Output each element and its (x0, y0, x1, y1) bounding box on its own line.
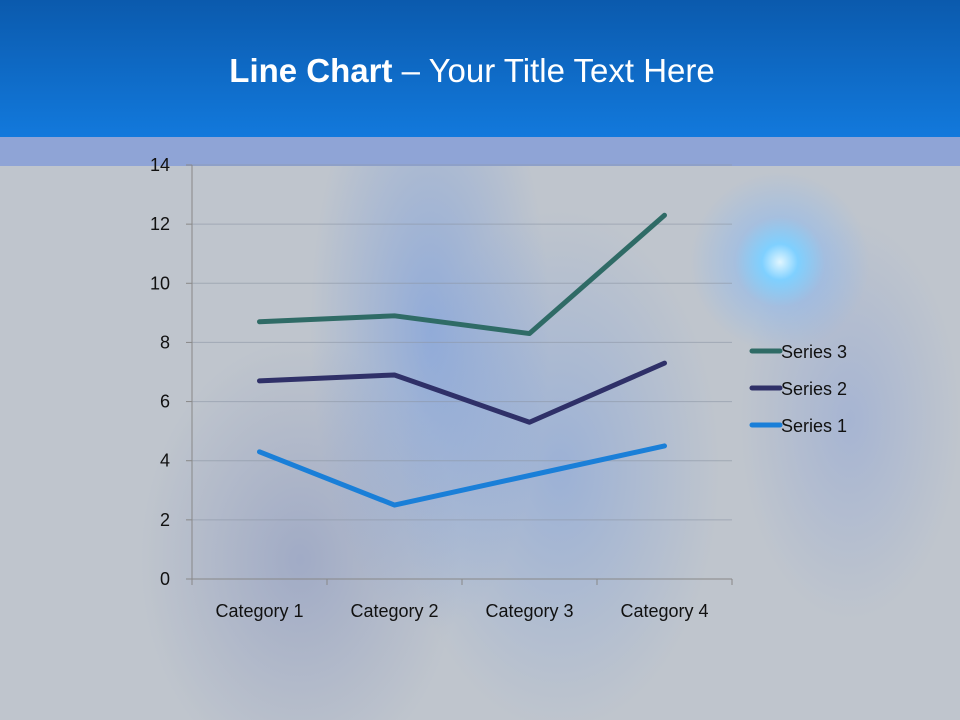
series-line-2 (257, 360, 667, 425)
y-tick-label: 2 (160, 510, 170, 530)
header-band (0, 137, 960, 166)
x-tick-label: Category 1 (215, 601, 303, 621)
x-tick-label: Category 2 (350, 601, 438, 621)
series-line-1 (257, 443, 667, 508)
slide-header (0, 0, 960, 137)
title-rest: – Your Title Text Here (392, 52, 715, 89)
y-tick-label: 6 (160, 392, 170, 412)
y-tick-label: 14 (150, 155, 170, 175)
y-tick-label: 4 (160, 451, 170, 471)
title-bold: Line Chart (229, 52, 393, 89)
legend-label: Series 1 (781, 416, 847, 436)
slide-title: Line Chart – Your Title Text Here (0, 52, 944, 90)
legend-label: Series 2 (781, 379, 847, 399)
y-tick-label: 8 (160, 332, 170, 352)
series-line-3 (257, 212, 667, 337)
y-tick-label: 12 (150, 214, 170, 234)
x-tick-label: Category 3 (485, 601, 573, 621)
legend-label: Series 3 (781, 342, 847, 362)
x-tick-label: Category 4 (620, 601, 708, 621)
y-tick-label: 10 (150, 273, 170, 293)
y-tick-label: 0 (160, 569, 170, 589)
